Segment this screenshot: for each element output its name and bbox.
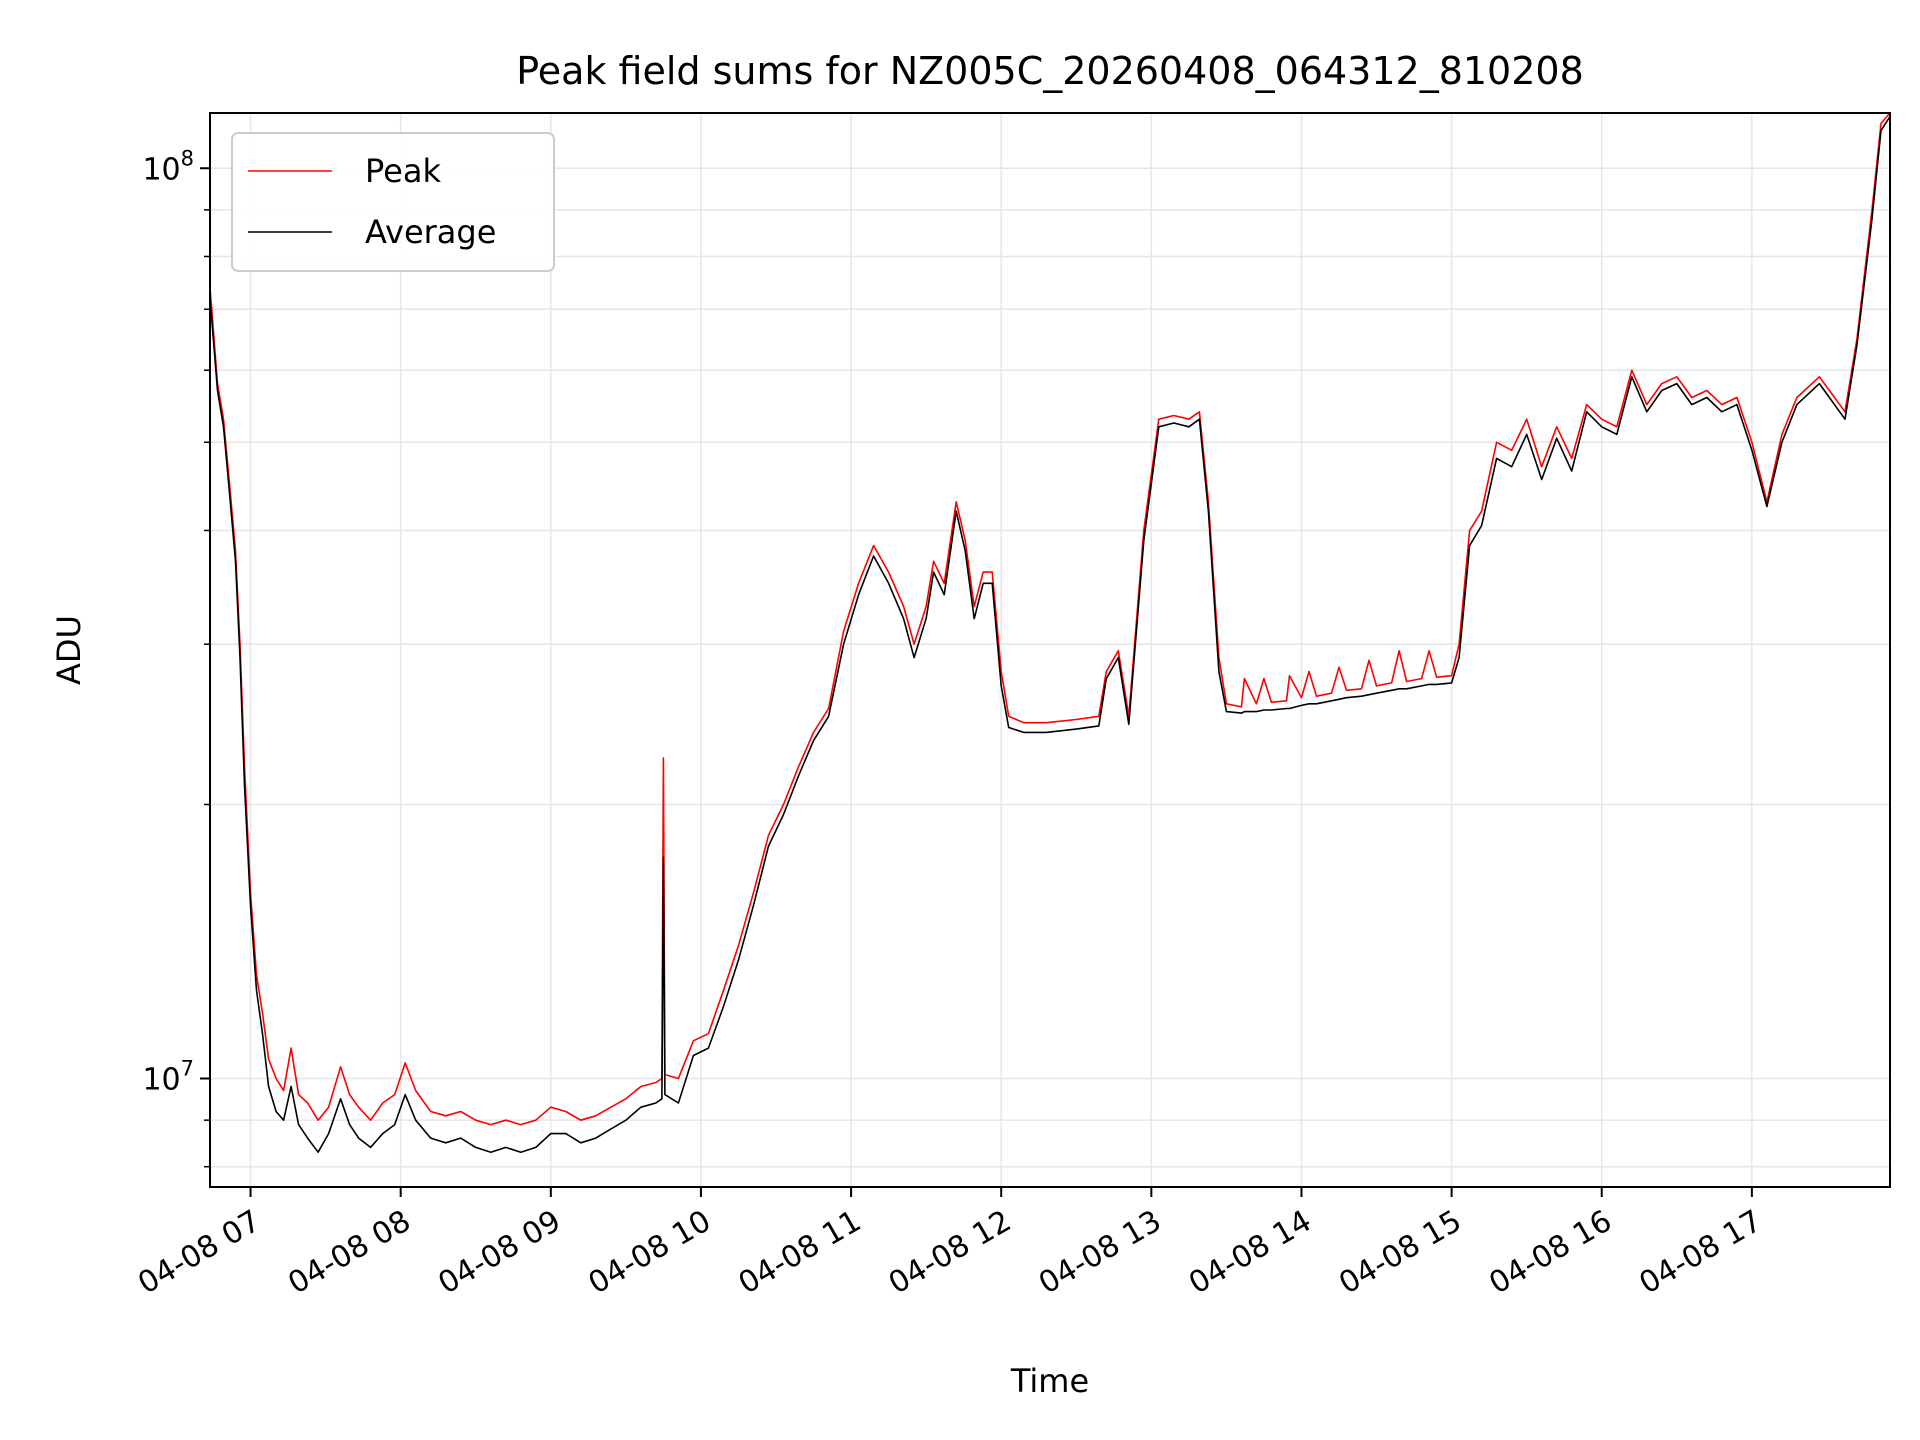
y-tick-label: 107	[142, 1057, 194, 1098]
y-axis-label: ADU	[50, 615, 88, 685]
series-lines	[209, 112, 1891, 1153]
grid	[210, 113, 1890, 1187]
x-axis-label: Time	[1010, 1362, 1089, 1400]
legend-box	[231, 132, 555, 272]
series-line-average	[209, 116, 1891, 1153]
legend-label-peak: Peak	[365, 152, 441, 190]
plot-frame	[209, 112, 1891, 1188]
series-line-peak	[209, 112, 1891, 1126]
chart-title: Peak field sums for NZ005C_20260408_0643…	[516, 49, 1584, 93]
y-tick-label: 108	[142, 146, 194, 187]
legend-label-average: Average	[365, 213, 496, 251]
legend: Peak Average	[231, 132, 555, 272]
